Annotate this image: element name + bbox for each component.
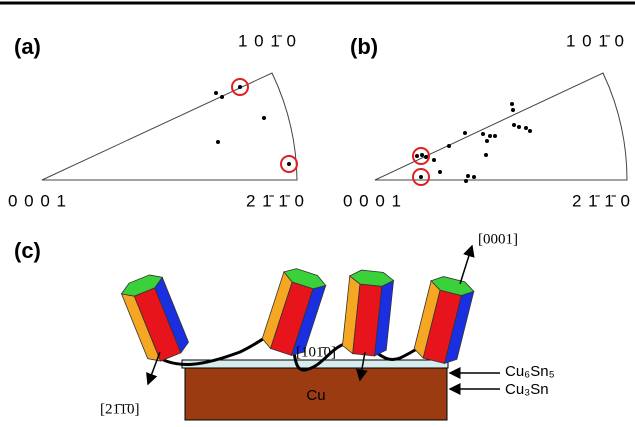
pole-label: 2 1̄ 1̄ 0 (246, 191, 305, 210)
direction-label: [0001] (478, 231, 518, 247)
layer-label: Cu (306, 387, 325, 404)
layer-label: Cu₃Sn (505, 381, 549, 398)
direction-label: [101̄0] (296, 344, 336, 360)
direction-arrow (460, 246, 472, 284)
panel-label: (c) (14, 238, 41, 263)
orientation-points (214, 79, 297, 172)
pole-label: 0 0 0 1 (8, 191, 67, 210)
ipf-sector (375, 73, 627, 180)
ipf-sector (42, 73, 297, 180)
layer-label: Cu₆Sn₅ (505, 363, 555, 380)
pole-label: 0 0 0 1 (343, 191, 402, 210)
pole-label: 1 0 1̄ 0 (238, 31, 297, 50)
pole-label: 1 0 1̄ 0 (566, 31, 625, 50)
direction-label: [21̄1̄0] (100, 401, 139, 417)
panel-label: (b) (350, 34, 378, 59)
pole-label: 2 1̄ 1̄ 0 (572, 191, 631, 210)
panel-label: (a) (14, 34, 41, 59)
figure: (a) 1 0 1̄ 0 0 0 0 1 2 1̄ 1̄ 0 (b) 1 0 1… (0, 0, 635, 427)
